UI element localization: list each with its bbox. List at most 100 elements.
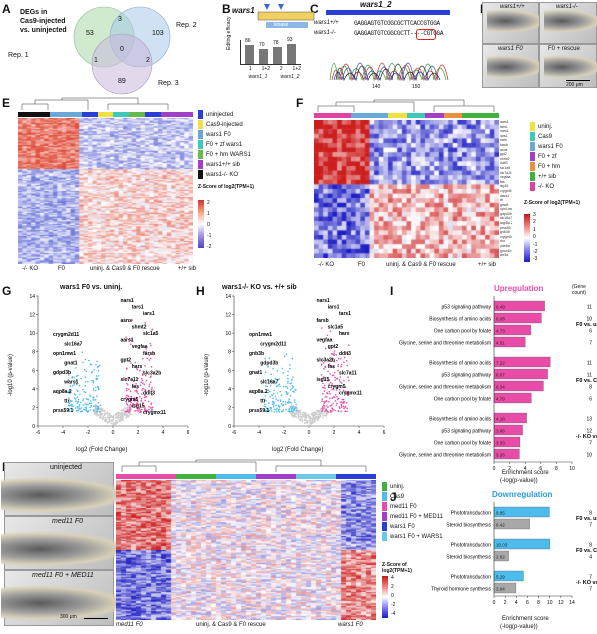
f-ztick-7: -3 — [533, 256, 538, 263]
point-ns — [318, 412, 321, 414]
point-up — [129, 390, 132, 393]
point-ns — [293, 416, 296, 418]
point-ns — [314, 416, 317, 419]
point-ns — [303, 418, 306, 421]
point-down — [264, 357, 266, 360]
point-down — [82, 361, 84, 364]
k-colbar-segment — [176, 474, 216, 479]
point-up — [136, 402, 138, 405]
point-down — [278, 405, 281, 408]
point-ns — [318, 416, 321, 419]
i-x-tick-label: 8 — [555, 466, 558, 472]
point-down — [82, 404, 84, 406]
point-ns — [301, 416, 303, 419]
y-tick-label: 12 — [29, 313, 35, 319]
point-ns — [102, 409, 105, 412]
e-legend-item: F0 + zf wars1 — [198, 140, 251, 150]
i-term-label: p53 signaling pathway — [442, 304, 492, 310]
k-colbar-segment — [216, 474, 256, 479]
point-ns — [124, 407, 126, 409]
point-up — [345, 360, 348, 362]
i-term-label: One carbon pool by folate — [434, 396, 491, 402]
i-x-tick-label: 4 — [524, 466, 527, 472]
point-up — [340, 382, 343, 384]
point-ns — [124, 409, 127, 412]
point-down — [267, 408, 269, 411]
point-down — [89, 406, 91, 409]
point-ns — [100, 417, 102, 419]
point-up — [136, 367, 138, 369]
gene-label-up: slc3a2b — [143, 371, 161, 377]
j-term-label: Steroid biosynthesis — [446, 522, 491, 528]
k-legend-item: Cas9 — [382, 492, 443, 502]
point-down — [89, 395, 92, 398]
point-ns — [305, 419, 308, 422]
point-up — [324, 410, 326, 412]
j-gene-count: 8 — [589, 542, 592, 548]
i-bar-value: 6.49 — [496, 304, 505, 309]
e-legend-label: F0 + hm WARS1 — [206, 152, 251, 159]
point-up — [331, 388, 333, 391]
c-deletion-box — [416, 29, 436, 40]
point-ns — [101, 410, 103, 413]
point-down — [286, 393, 289, 396]
point-up — [334, 409, 336, 411]
point-down — [96, 411, 98, 413]
point-down — [270, 410, 273, 412]
point-ns — [121, 414, 123, 416]
point-up — [329, 409, 332, 412]
point-ns — [121, 419, 124, 422]
point-up — [147, 400, 150, 403]
point-up — [144, 322, 146, 324]
point-down — [83, 390, 86, 393]
point-up — [125, 336, 127, 338]
point-ns — [301, 418, 303, 421]
point-down — [77, 407, 79, 409]
point-ns — [312, 414, 314, 416]
point-ns — [127, 405, 130, 407]
point-ns — [114, 420, 117, 422]
point-down — [92, 397, 95, 399]
point-down — [267, 391, 270, 394]
point-down — [76, 410, 78, 412]
gene-label-up: crygm5 — [328, 384, 346, 390]
point-up — [142, 401, 144, 404]
point-down — [286, 382, 289, 384]
point-up — [332, 385, 334, 387]
b-xticks: 1 1+2 2 1+2 — [244, 66, 306, 72]
point-down — [292, 408, 295, 411]
point-down — [77, 401, 80, 403]
i-xlabel2: (-log(p-value)) — [500, 478, 538, 484]
point-up — [334, 376, 336, 379]
point-down — [290, 409, 293, 411]
point-up — [144, 396, 147, 398]
point-down — [282, 400, 284, 403]
point-up — [140, 377, 143, 380]
f-legend-item: +/+ sib — [530, 172, 563, 182]
point-down — [291, 387, 294, 390]
point-up — [152, 352, 154, 354]
point-down — [265, 385, 267, 387]
i-gene-count: 7 — [589, 440, 592, 446]
f-ztick-3: 1 — [533, 226, 536, 233]
point-ns — [107, 415, 109, 417]
venn-title-line3: vs. uninjected — [20, 27, 67, 34]
point-up — [331, 407, 333, 409]
gene-label-down: prss59.1 — [53, 408, 74, 414]
point-down — [263, 398, 265, 400]
point-down — [275, 409, 277, 411]
point-ns — [326, 412, 329, 415]
gene-label-up: crygmx11 — [143, 410, 166, 416]
point-ns — [301, 420, 304, 423]
e-legend-label: uninjected — [206, 112, 234, 119]
point-ns — [111, 419, 113, 421]
point-up — [325, 409, 328, 412]
point-down — [90, 405, 93, 407]
point-up — [135, 382, 137, 385]
i-title: Upregulation — [494, 284, 544, 293]
b-xtick-1: 1 — [248, 66, 252, 72]
j-term-label: Phototransduction — [451, 510, 492, 516]
point-up — [343, 407, 345, 410]
point-down — [286, 386, 288, 388]
point-up — [137, 400, 139, 403]
